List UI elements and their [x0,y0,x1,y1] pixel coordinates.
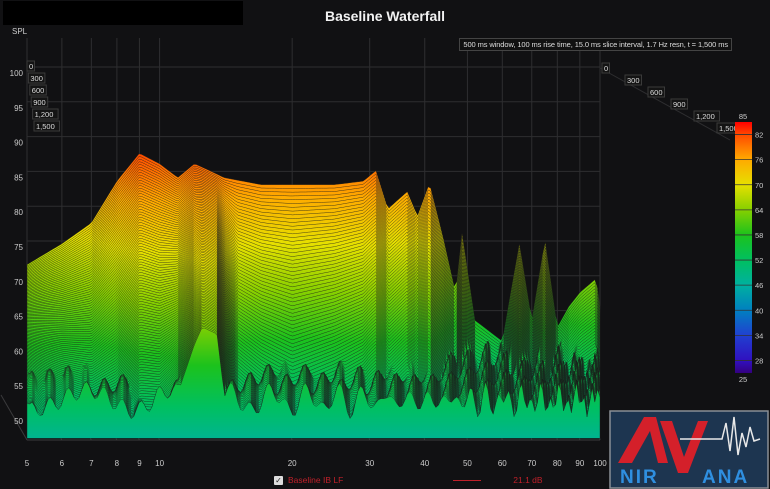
x-tick-label: 6 [60,459,65,468]
time-tick-box [26,60,35,72]
time-tick-box [33,120,60,132]
time-tick-label: 300 [30,74,43,83]
time-tick-box [29,84,47,96]
legend: ✓ Baseline IB LF 21.1 dB [274,475,543,485]
time-tick-box [27,72,46,84]
x-tick-label: 9 [137,459,142,468]
y-tick-label: 100 [10,69,24,78]
y-tick-label: 55 [14,382,23,391]
time-axis-line [599,67,731,141]
colorbar-tick-label: 58 [755,231,763,240]
time-tick-box [647,86,665,98]
y-tick-label: 65 [14,313,23,322]
time-tick-label: 0 [29,62,33,71]
waterfall-slices [26,153,601,439]
colorbar-tick-label: 85 [739,112,747,121]
svg-text:ANA: ANA [702,467,749,488]
time-tick-label: 900 [673,100,686,109]
legend-value: 21.1 dB [513,475,543,485]
x-tick-label: 30 [365,459,374,468]
slice-group [26,327,601,439]
x-tick-label: 8 [115,459,120,468]
floor-line [0,394,28,441]
colorbar-tick-label: 40 [755,306,763,315]
time-tick-label: 0 [604,64,608,73]
legend-series-name[interactable]: Baseline IB LF [288,475,344,485]
chart-title: Baseline Waterfall [324,8,446,24]
x-tick-label: 5 [25,459,30,468]
colorbar-tick-label: 64 [755,206,763,215]
y-tick-label: 75 [14,243,23,252]
svg-text:NIR: NIR [620,467,659,488]
y-tick-label: 60 [14,347,23,356]
colorbar-tick-label: 82 [755,131,763,140]
analysis-settings-annotation: 500 ms window, 100 ms rise time, 15.0 ms… [459,38,732,51]
time-tick-box [601,62,610,74]
y-tick-label: 70 [14,278,23,287]
time-tick-label: 300 [627,76,640,85]
time-tick-label: 1,200 [35,110,54,119]
x-tick-label: 40 [420,459,429,468]
y-tick-label: 50 [14,417,23,426]
x-tick-label: 80 [553,459,562,468]
colorbar-tick-label: 70 [755,181,763,190]
redacted-region [3,1,243,25]
time-tick-label: 600 [650,88,663,97]
series-checkbox[interactable]: ✓ [274,475,283,485]
time-tick-label: 1,500 [719,124,738,133]
x-tick-label: 7 [89,459,94,468]
time-tick-box [693,110,720,122]
waterfall-slice [26,327,601,439]
time-tick-box [624,74,642,86]
legend-line-swatch [453,479,482,481]
colorbar-tick-label: 34 [755,331,763,340]
time-tick-label: 900 [33,98,46,107]
colorbar-tick-label: 52 [755,256,763,265]
time-tick-box [32,108,59,120]
time-tick-box [30,96,49,108]
y-tick-label: 80 [14,208,23,217]
x-tick-label: 100 [593,459,607,468]
colorbar-tick-label: 46 [755,281,763,290]
colorbar-tick-label: 25 [739,375,747,384]
colorbar-tick-label: 76 [755,156,763,165]
av-nirvana-logo: NIR ANA [609,410,769,489]
colorbar: 85 82 76 70 64 58 52 46 40 34 28 25 [735,112,763,384]
x-tick-label: 50 [463,459,472,468]
x-tick-label: 60 [498,459,507,468]
x-tick-label: 10 [155,459,164,468]
time-tick-label: 1,200 [696,112,715,121]
colorbar-tick-label: 28 [755,356,763,365]
time-tick-label: 600 [32,86,45,95]
time-tick-label: 1,500 [36,122,55,131]
time-tick-box [670,98,688,110]
y-tick-label: 85 [14,173,23,182]
x-tick-label: 70 [527,459,536,468]
x-tick-label: 20 [288,459,297,468]
y-tick-label: 95 [14,104,23,113]
y-tick-label: 90 [14,139,23,148]
x-tick-label: 90 [575,459,584,468]
y-axis-label: SPL [12,27,28,36]
